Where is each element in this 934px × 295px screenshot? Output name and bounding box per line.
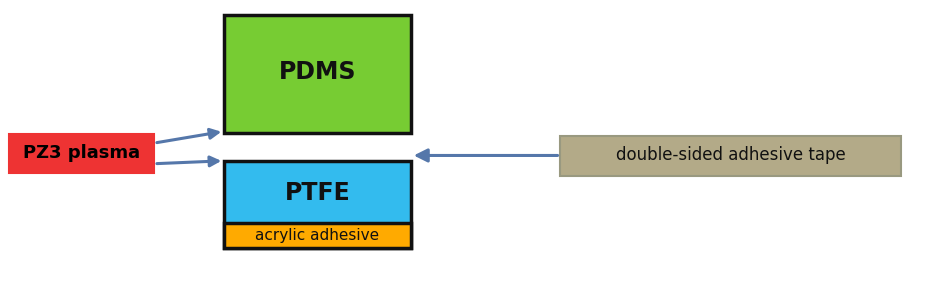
Text: double-sided adhesive tape: double-sided adhesive tape xyxy=(616,146,845,165)
FancyBboxPatch shape xyxy=(224,223,411,248)
FancyBboxPatch shape xyxy=(224,161,411,248)
Text: PTFE: PTFE xyxy=(285,181,350,205)
Text: acrylic adhesive: acrylic adhesive xyxy=(256,228,379,243)
FancyBboxPatch shape xyxy=(224,15,411,133)
FancyBboxPatch shape xyxy=(9,134,154,173)
Text: PDMS: PDMS xyxy=(279,60,356,84)
Text: PZ3 plasma: PZ3 plasma xyxy=(23,144,140,163)
FancyBboxPatch shape xyxy=(560,136,901,176)
